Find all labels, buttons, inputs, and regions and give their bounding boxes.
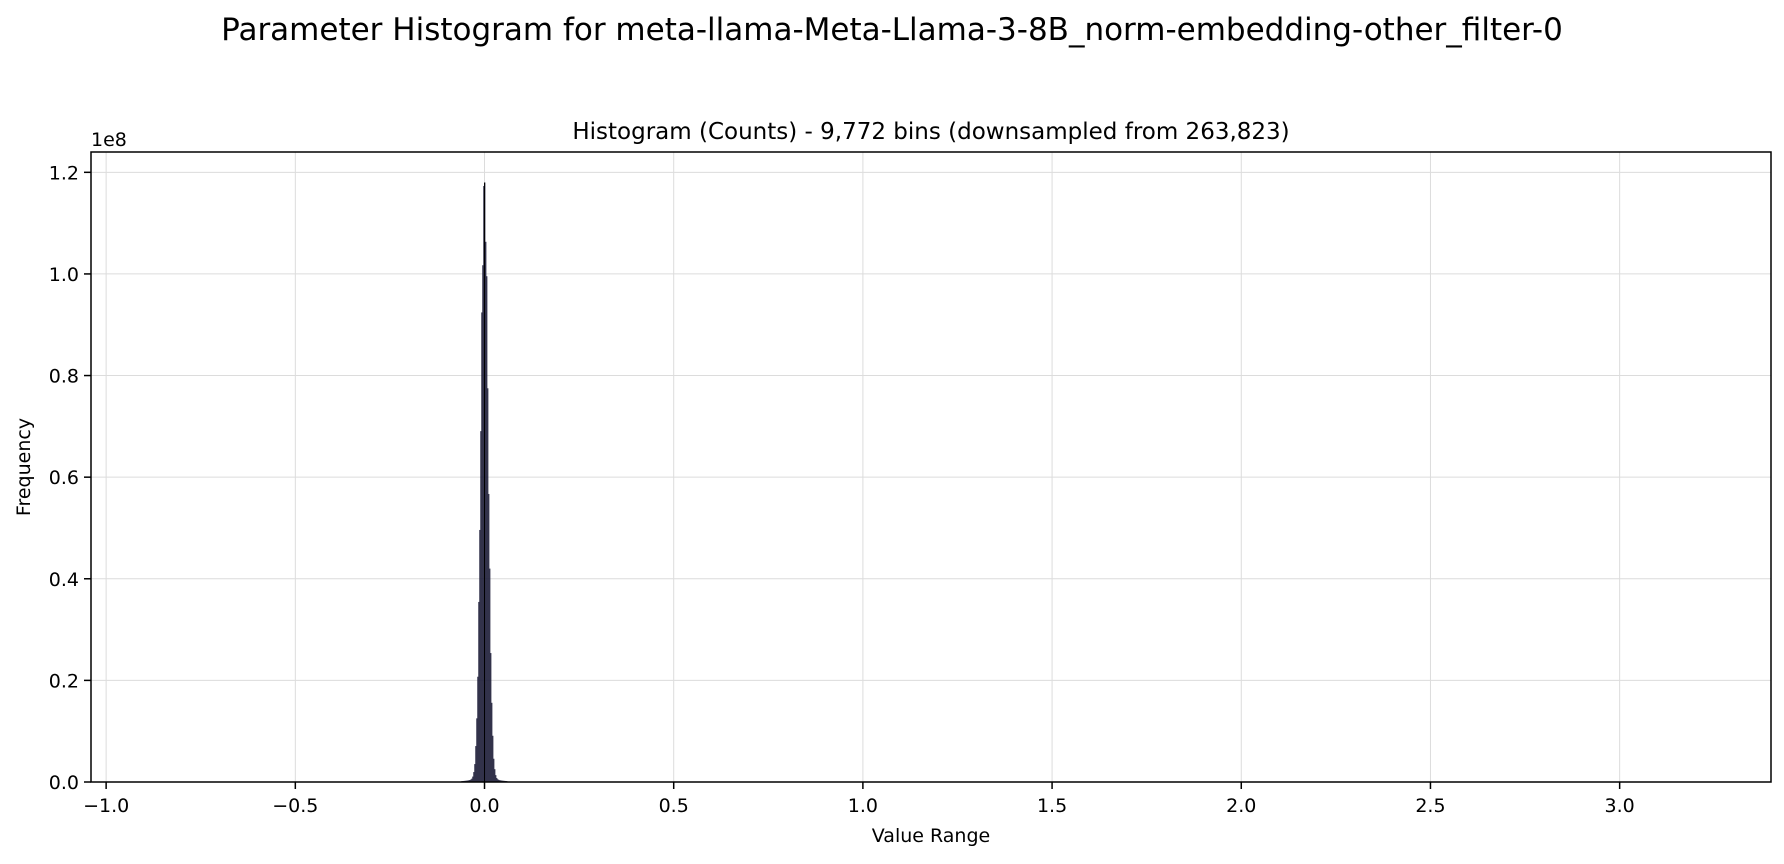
histogram-bar: [499, 780, 501, 782]
histogram-bar: [500, 780, 502, 782]
histogram-bar: [471, 778, 473, 782]
x-axis-label: Value Range: [872, 825, 990, 847]
histogram-bar: [488, 493, 490, 782]
histogram-bar: [478, 601, 480, 782]
histogram-bar: [482, 265, 484, 783]
y-offset-label: 1e8: [91, 129, 127, 151]
x-axis-ticks: −1.0 −0.5 0.0 0.5 1.0 1.5 2.0 2.5 3.0: [83, 782, 1635, 817]
y-tick-label: 0.6: [49, 467, 79, 489]
x-tick-label: −1.0: [83, 795, 129, 817]
histogram-bar: [483, 185, 485, 783]
histogram-bar: [492, 735, 494, 782]
histogram-bar: [496, 778, 498, 782]
histogram-bar: [476, 718, 478, 782]
y-tick-label: 0.2: [49, 670, 79, 692]
x-tick-label: 0.0: [469, 795, 499, 817]
x-tick-label: 2.5: [1415, 795, 1445, 817]
y-tick-label: 0.8: [49, 366, 79, 388]
x-tick-label: 1.0: [848, 795, 878, 817]
x-tick-label: 0.5: [659, 795, 689, 817]
histogram-bar: [479, 529, 481, 782]
histogram-bar: [473, 772, 475, 782]
histogram-bar: [485, 241, 487, 782]
histogram-bar: [497, 779, 499, 782]
y-tick-label: 1.2: [49, 162, 79, 184]
histogram-bar: [495, 775, 497, 782]
x-tick-label: 1.5: [1037, 795, 1067, 817]
histogram-bar: [477, 676, 479, 782]
x-tick-label: 2.0: [1226, 795, 1256, 817]
histogram-bar: [490, 653, 492, 782]
histogram-bar: [489, 568, 491, 782]
histogram-bars: [461, 182, 508, 783]
y-tick-label: 0.4: [49, 569, 79, 591]
histogram-bar: [481, 312, 483, 782]
histogram-bar: [487, 388, 489, 782]
histogram-bar: [493, 758, 495, 782]
histogram-bar: [469, 780, 471, 782]
y-axis-ticks: 0.0 0.2 0.4 0.6 0.8 1.0 1.2: [49, 162, 91, 794]
histogram-bar: [494, 769, 496, 782]
x-tick-label: 3.0: [1605, 795, 1635, 817]
chart-title: Histogram (Counts) - 9,772 bins (downsam…: [572, 119, 1289, 145]
histogram-bar: [468, 780, 470, 782]
histogram-bar: [491, 702, 493, 782]
plot-area-frame: [90, 151, 1772, 783]
y-axis-label: Frequency: [13, 418, 35, 516]
grid-lines: [91, 152, 1771, 783]
y-tick-label: 1.0: [49, 264, 79, 286]
histogram-bar: [475, 746, 477, 782]
histogram-bar: [480, 431, 482, 782]
histogram-bar: [498, 779, 500, 782]
histogram-bar: [486, 276, 488, 782]
histogram-bar: [472, 776, 474, 782]
histogram-bar: [470, 779, 472, 782]
x-tick-label: −0.5: [272, 795, 318, 817]
y-tick-label: 0.0: [49, 772, 79, 794]
figure-suptitle: Parameter Histogram for meta-llama-Meta-…: [221, 12, 1563, 48]
histogram-bar: [467, 780, 469, 782]
histogram-bar: [474, 764, 476, 782]
